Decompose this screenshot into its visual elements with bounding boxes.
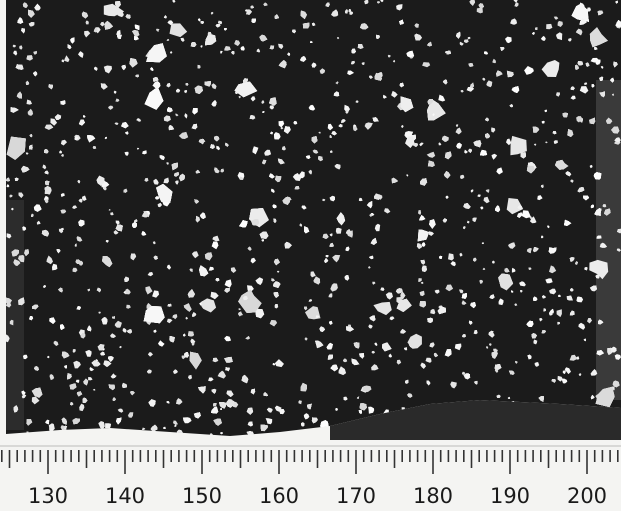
ruler-label: 180 [413, 484, 453, 508]
ruler-label: 200 [567, 484, 607, 508]
grain [578, 61, 583, 65]
grain [448, 253, 454, 260]
grain [93, 146, 96, 149]
ruler-label: 140 [105, 484, 145, 508]
ruler-label: 160 [259, 484, 299, 508]
grain [168, 304, 172, 307]
ruler-label: 130 [28, 484, 68, 508]
grain [336, 228, 342, 234]
grain [303, 23, 310, 29]
grain [427, 318, 433, 323]
ruler-label: 150 [182, 484, 222, 508]
ruler-label: 170 [336, 484, 376, 508]
ruler-label: 190 [490, 484, 530, 508]
